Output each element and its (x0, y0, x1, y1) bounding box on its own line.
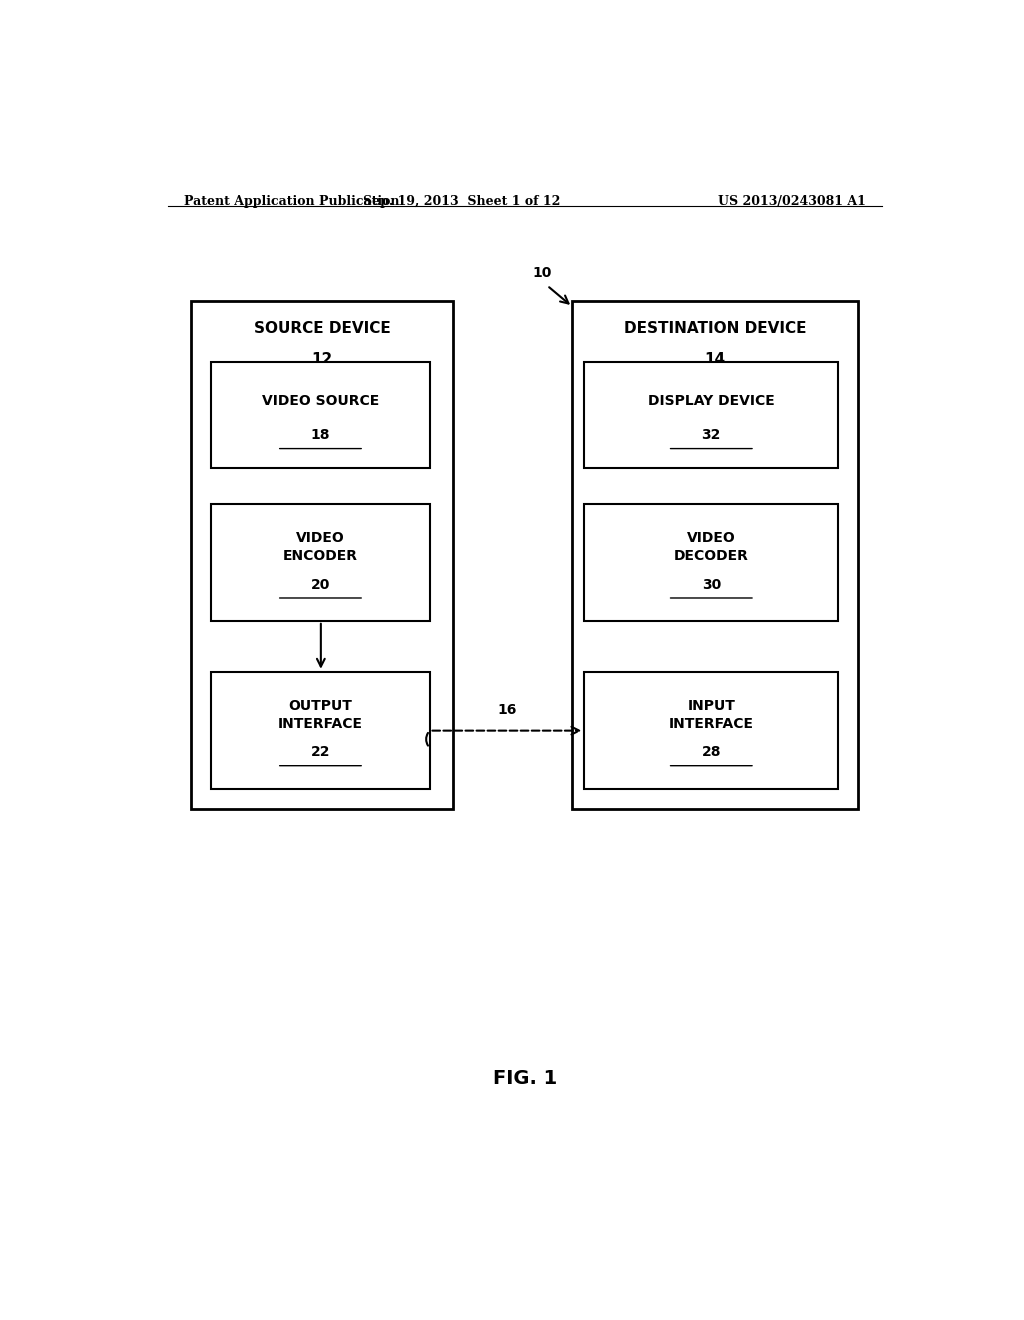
Bar (211, 504, 430, 620)
Bar (572, 301, 858, 809)
Text: DESTINATION DEVICE: DESTINATION DEVICE (624, 321, 807, 337)
Text: ENCODER: ENCODER (283, 549, 358, 564)
Text: SOURCE DEVICE: SOURCE DEVICE (254, 321, 391, 337)
Text: INTERFACE: INTERFACE (278, 717, 362, 731)
Text: 28: 28 (701, 746, 721, 759)
Bar (585, 504, 839, 620)
Text: 14: 14 (705, 352, 726, 367)
Bar (211, 672, 430, 788)
Text: US 2013/0243081 A1: US 2013/0243081 A1 (718, 195, 866, 209)
Text: Sep. 19, 2013  Sheet 1 of 12: Sep. 19, 2013 Sheet 1 of 12 (362, 195, 560, 209)
Bar (211, 362, 430, 469)
Text: VIDEO SOURCE: VIDEO SOURCE (262, 393, 379, 408)
Text: VIDEO: VIDEO (296, 531, 345, 545)
Bar (585, 362, 839, 469)
Text: 10: 10 (532, 267, 552, 280)
Text: 22: 22 (310, 746, 330, 759)
Text: DISPLAY DEVICE: DISPLAY DEVICE (648, 393, 775, 408)
Text: 12: 12 (311, 352, 333, 367)
Text: 16: 16 (497, 704, 516, 718)
Text: 20: 20 (310, 578, 330, 591)
Text: INTERFACE: INTERFACE (669, 717, 754, 731)
Text: FIG. 1: FIG. 1 (493, 1069, 557, 1088)
Text: OUTPUT: OUTPUT (289, 698, 352, 713)
Text: 30: 30 (701, 578, 721, 591)
Text: Patent Application Publication: Patent Application Publication (183, 195, 399, 209)
Text: INPUT: INPUT (687, 698, 735, 713)
Text: 32: 32 (701, 429, 721, 442)
Bar (585, 672, 839, 788)
Text: 18: 18 (310, 429, 330, 442)
Text: VIDEO: VIDEO (687, 531, 735, 545)
Text: DECODER: DECODER (674, 549, 749, 564)
Bar (191, 301, 454, 809)
